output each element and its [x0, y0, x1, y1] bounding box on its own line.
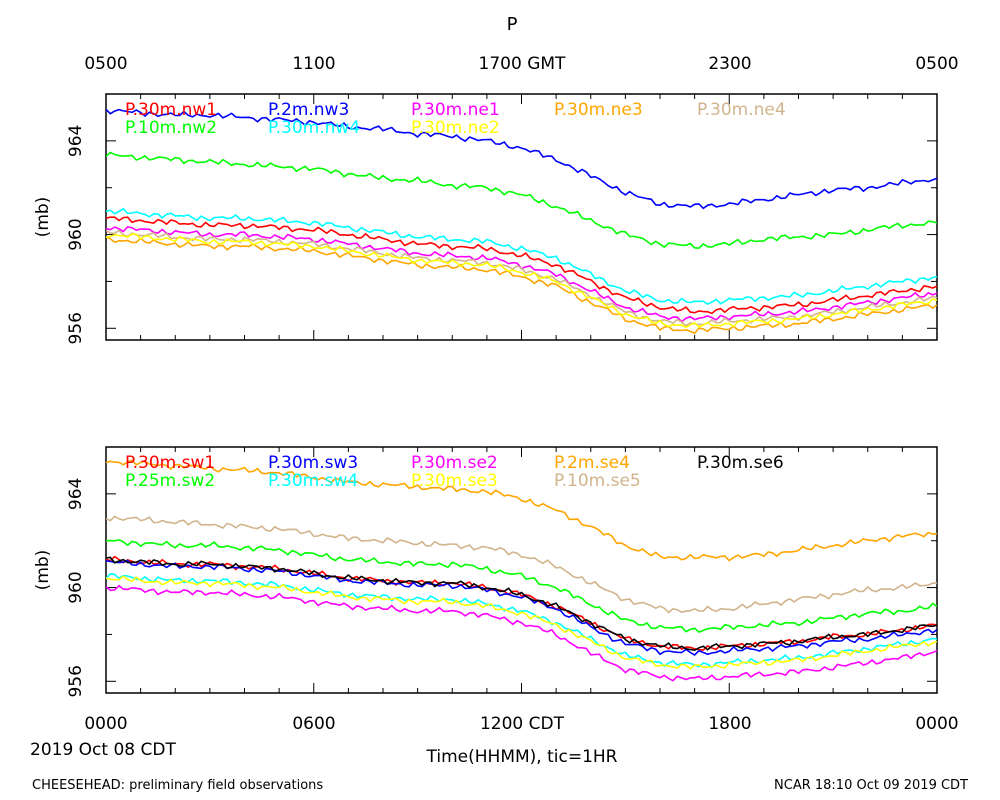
legend-entry: P.30m.ne4	[697, 100, 786, 120]
series-line-P.10m.se5	[106, 515, 937, 614]
series-line-P.2m.nw3	[106, 108, 937, 210]
y-axis-label: (mb)	[33, 197, 53, 238]
series-line-P.30m.ne3	[106, 236, 937, 335]
series-line-P.10m.nw2	[106, 151, 937, 250]
figure-title: P	[507, 14, 518, 35]
date-label: 2019 Oct 08 CDT	[30, 740, 176, 760]
y-tick-label: 960	[66, 571, 86, 603]
bottom-time-axis: 0000 0600 1200 CDT 1800 0000	[84, 714, 958, 734]
top-time-label: 0500	[84, 54, 127, 74]
series-line-P.30m.sw1	[106, 555, 937, 651]
y-tick-label: 956	[66, 312, 86, 344]
bottom-time-label: 0000	[84, 714, 127, 734]
top-time-label: 2300	[708, 54, 751, 74]
bottom-panel: 956 960 964 (mb) P.30m.sw1 P.30m.sw3 P.30m.se2…	[33, 446, 938, 698]
bottom-time-label: 1200 CDT	[480, 714, 565, 734]
legend-entry: P.30m.ne2	[411, 118, 500, 138]
series-line-P.30m.sw3	[106, 559, 937, 657]
x-axis-label: Time(HHMM), tic=1HR	[426, 747, 618, 767]
legend-entry: P.30m.se2	[411, 453, 498, 473]
series-line-P.30m.nw4	[106, 207, 937, 306]
legend-entry: P.30m.sw1	[125, 453, 215, 473]
series-line-P.30m.se6	[106, 556, 937, 652]
series-line-P.30m.sw4	[106, 573, 937, 669]
y-tick-label: 964	[66, 478, 86, 510]
series-line-P.30m.se2	[106, 584, 937, 682]
series-line-P.30m.nw1	[106, 216, 937, 315]
y-tick-label: 960	[66, 218, 86, 250]
footer-right: NCAR 18:10 Oct 09 2019 CDT	[774, 778, 968, 793]
top-time-label: 1100	[292, 54, 335, 74]
top-time-axis: 0500 1100 1700 GMT 2300 0500	[84, 54, 958, 74]
series-line-P.30m.se3	[106, 575, 937, 670]
legend-entry: P.30m.nw1	[125, 100, 217, 120]
y-tick-label: 956	[66, 665, 86, 697]
series-line-P.30m.ne2	[106, 233, 937, 329]
legend-entry: P.30m.sw4	[268, 471, 358, 491]
legend-entry: P.2m.se4	[554, 453, 630, 473]
legend-entry: P.10m.se5	[554, 471, 641, 491]
legend-entry: P.25m.sw2	[125, 471, 215, 491]
legend-entry: P.30m.ne3	[554, 100, 643, 120]
legend-entry: P.30m.sw3	[268, 453, 358, 473]
series-line-P.25m.sw2	[106, 539, 937, 634]
legend-entry: P.30m.nw4	[268, 118, 360, 138]
footer-left: CHEESEHEAD: preliminary field observatio…	[32, 778, 323, 793]
legend-entry: P.30m.se3	[411, 471, 498, 491]
y-axis-label: (mb)	[33, 550, 53, 591]
top-time-label: 1700 GMT	[479, 54, 567, 74]
bottom-time-label: 0600	[292, 714, 335, 734]
plot-frame	[105, 93, 938, 341]
top-time-label: 0500	[915, 54, 958, 74]
series-line-P.2m.se4	[106, 459, 937, 562]
legend-entry: P.10m.nw2	[125, 118, 217, 138]
legend-entry: P.30m.ne1	[411, 100, 500, 120]
y-tick-label: 964	[66, 125, 86, 157]
legend-entry: P.30m.se6	[697, 453, 784, 473]
bottom-time-label: 0000	[915, 714, 958, 734]
legend-entry: P.2m.nw3	[268, 100, 349, 120]
plot-frame	[105, 446, 938, 694]
bottom-time-label: 1800	[708, 714, 751, 734]
series-line-P.30m.ne4	[106, 229, 937, 327]
